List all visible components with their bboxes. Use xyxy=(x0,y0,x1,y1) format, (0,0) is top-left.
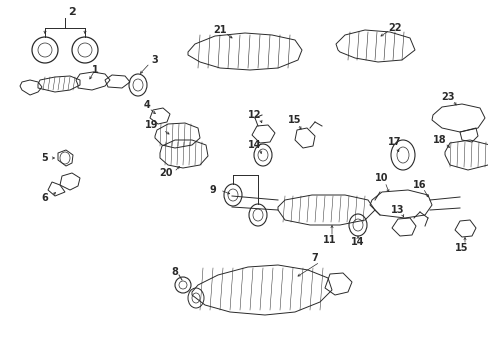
Text: 10: 10 xyxy=(374,173,388,183)
Text: 22: 22 xyxy=(387,23,401,33)
Text: 11: 11 xyxy=(323,235,336,245)
Text: 15: 15 xyxy=(454,243,468,253)
Text: 4: 4 xyxy=(143,100,150,110)
Text: 8: 8 xyxy=(171,267,178,277)
Text: 6: 6 xyxy=(41,193,48,203)
Text: 1: 1 xyxy=(91,65,98,75)
Text: 20: 20 xyxy=(159,168,172,178)
Text: 15: 15 xyxy=(287,115,301,125)
Text: 5: 5 xyxy=(41,153,48,163)
Text: 14: 14 xyxy=(248,140,261,150)
Text: 14: 14 xyxy=(350,237,364,247)
Text: 18: 18 xyxy=(432,135,446,145)
Text: 21: 21 xyxy=(213,25,226,35)
Text: 2: 2 xyxy=(68,7,76,17)
Text: 7: 7 xyxy=(311,253,318,263)
Text: 17: 17 xyxy=(387,137,401,147)
Text: 9: 9 xyxy=(209,185,216,195)
Text: 23: 23 xyxy=(440,92,454,102)
Text: 19: 19 xyxy=(145,120,159,130)
Text: 13: 13 xyxy=(390,205,404,215)
Text: 16: 16 xyxy=(412,180,426,190)
Text: 12: 12 xyxy=(248,110,261,120)
Text: 3: 3 xyxy=(151,55,158,65)
